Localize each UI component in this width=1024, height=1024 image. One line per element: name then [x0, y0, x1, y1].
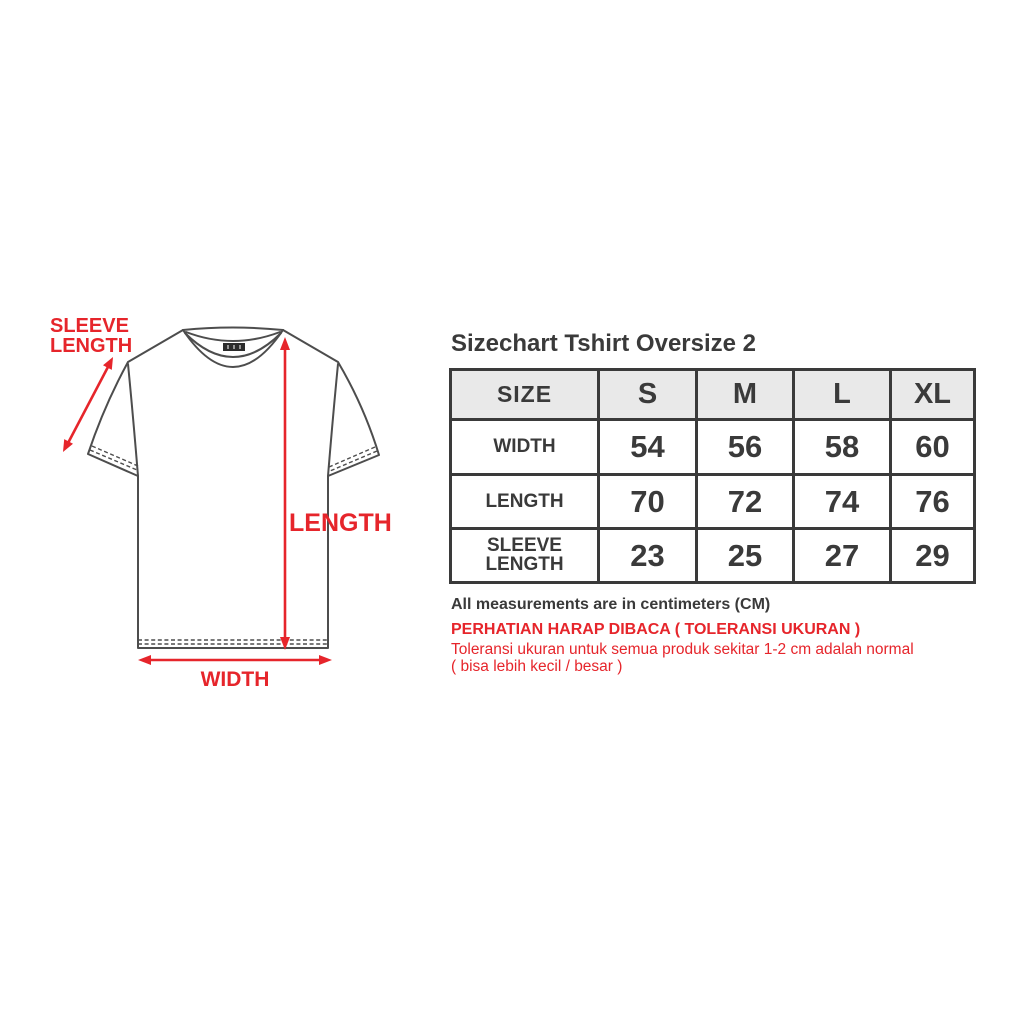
units-note: All measurements are in centimeters (CM): [451, 596, 771, 613]
collar-front-outer: [182, 329, 284, 368]
cell-sleeve-length-l: 27: [792, 527, 892, 584]
tshirt-measurement-diagram: SLEEVE LENGTH LENGTH WIDTH: [30, 300, 450, 700]
tshirt-diagram-svg: SLEEVE LENGTH LENGTH WIDTH: [50, 315, 392, 691]
table-header-row: SIZE S M L XL: [449, 368, 976, 421]
right-sleeve-seam: [327, 363, 339, 477]
sleeve-length-arrow: [65, 364, 111, 446]
row-label-sleeve-length: SLEEVE LENGTH: [449, 527, 600, 584]
cell-width-m: 56: [695, 418, 795, 476]
collar-back-top: [182, 326, 284, 331]
cell-width-xl: 60: [889, 418, 976, 476]
table-row-sleeve-length: SLEEVE LENGTH 23 25 27 29: [449, 527, 976, 584]
row-label-length: LENGTH: [449, 473, 600, 530]
cell-length-m: 72: [695, 473, 795, 530]
cell-length-l: 74: [792, 473, 892, 530]
table-row-width: WIDTH 54 56 58 60: [449, 418, 976, 476]
sleeve-length-label-line2: LENGTH: [50, 335, 132, 357]
length-arrowhead-bottom: [280, 637, 290, 650]
width-arrowhead-right: [319, 655, 332, 665]
tshirt-outline: [87, 329, 380, 649]
cell-length-xl: 76: [889, 473, 976, 530]
column-header-xl: XL: [889, 368, 976, 421]
table-row-length: LENGTH 70 72 74 76: [449, 473, 976, 530]
column-header-s: S: [597, 368, 698, 421]
sleeve-length-label-line1: SLEEVE: [50, 315, 129, 337]
cell-sleeve-length-m: 25: [695, 527, 795, 584]
tolerance-warning-title: PERHATIAN HARAP DIBACA ( TOLERANSI UKURA…: [451, 621, 861, 638]
page-title: Sizechart Tshirt Oversize 2: [451, 330, 757, 357]
right-cuff-stitch-1: [329, 450, 378, 472]
sleeve-length-arrowhead-top: [103, 357, 113, 370]
right-cuff-stitch-2: [328, 446, 376, 468]
column-header-size: SIZE: [449, 368, 600, 421]
sleeve-length-arrowhead-bottom: [63, 439, 73, 452]
length-label: LENGTH: [289, 509, 392, 537]
left-cuff-stitch-2: [91, 445, 139, 467]
column-header-m: M: [695, 368, 795, 421]
cell-width-l: 58: [792, 418, 892, 476]
cell-sleeve-length-xl: 29: [889, 527, 976, 584]
tolerance-warning: PERHATIAN HARAP DIBACA ( TOLERANSI UKURA…: [451, 621, 914, 675]
collar-back-band: [185, 331, 281, 342]
row-label-width: WIDTH: [449, 418, 600, 476]
cell-length-s: 70: [597, 473, 698, 530]
collar-front-inner: [184, 332, 282, 358]
column-header-l: L: [792, 368, 892, 421]
length-arrowhead-top: [280, 337, 290, 350]
size-chart-table: SIZE S M L XL WIDTH 54 56 58 60 LENGTH 7…: [449, 368, 976, 584]
cell-sleeve-length-s: 23: [597, 527, 698, 584]
left-cuff-stitch-1: [89, 449, 138, 471]
cell-width-s: 54: [597, 418, 698, 476]
width-label: WIDTH: [201, 668, 270, 691]
tolerance-warning-line1: Toleransi ukuran untuk semua produk seki…: [451, 641, 914, 658]
tolerance-warning-line2: ( bisa lebih kecil / besar ): [451, 658, 623, 675]
width-arrowhead-left: [138, 655, 151, 665]
left-sleeve-seam: [127, 363, 139, 477]
